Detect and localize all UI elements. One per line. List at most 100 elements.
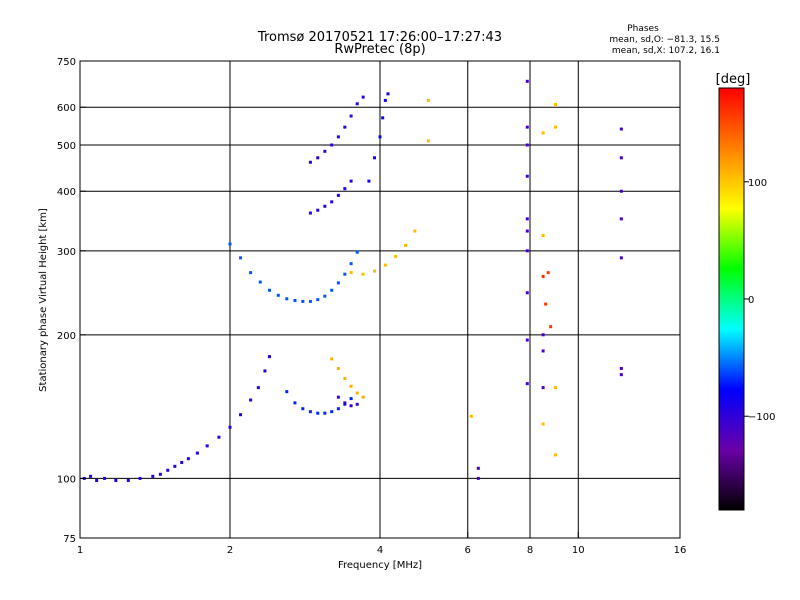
data-point [349,114,353,118]
data-point [361,395,365,399]
data-point [413,229,417,233]
data-point [228,242,232,246]
data-point [316,411,320,415]
data-point [355,102,359,106]
data-point [553,386,557,390]
data-points [82,79,623,482]
data-point [619,217,623,221]
data-point [308,160,312,164]
data-point [525,125,529,129]
data-point [549,325,553,329]
data-point [103,476,107,480]
data-point [367,179,371,183]
data-point [114,478,118,482]
data-point [166,468,170,472]
data-point [301,407,305,411]
phase-box-line2: mean, sd,X: 107.2, 16.1 [612,46,720,56]
data-point [263,369,267,373]
data-point [525,338,529,342]
data-point [336,193,340,197]
data-point [546,271,550,275]
data-point [525,382,529,386]
data-point [95,478,99,482]
data-point [426,98,430,102]
data-point [541,349,545,353]
data-point [267,288,271,292]
x-tick-label: 10 [572,545,585,556]
data-point [151,474,155,478]
data-point [541,234,545,238]
y-tick-label: 750 [57,57,76,68]
data-point [343,187,347,191]
data-point [544,302,548,306]
data-point [323,204,327,208]
data-point [541,422,545,426]
data-point [323,411,327,415]
x-tick-label: 2 [227,545,233,556]
data-point [541,333,545,337]
data-point [343,401,347,405]
data-point [525,143,529,147]
data-point [186,457,190,461]
data-point [217,435,221,439]
y-axis-label: Stationary phase Virtual Height [km] [38,208,49,392]
data-point [285,297,289,301]
data-point [553,453,557,457]
data-point [361,95,365,99]
data-point [316,208,320,212]
data-point [258,280,262,284]
y-tick-label: 500 [57,141,76,152]
data-point [343,125,347,129]
data-point [525,229,529,233]
data-point [349,384,353,388]
data-point [476,476,480,480]
data-point [308,410,312,414]
chart-title: Tromsø 20170521 17:26:00–17:27:43 [257,30,502,45]
phase-box-title: Phases [627,24,659,34]
x-tick-label: 6 [465,545,471,556]
data-point [541,131,545,135]
data-point [343,376,347,380]
data-point [403,243,407,247]
data-point [323,149,327,153]
data-point [158,472,162,476]
data-point [336,366,340,370]
colorbar-ticks: 100 0 −100 [744,178,775,423]
data-point [619,189,623,193]
data-point [349,271,353,275]
y-tick-label: 200 [57,331,76,342]
data-point [330,410,334,414]
data-point [373,156,377,160]
data-point [619,366,623,370]
data-point [476,466,480,470]
data-point [239,256,243,260]
data-point [349,404,353,408]
data-point [308,299,312,303]
data-point [553,102,557,106]
grid-lines [80,61,680,538]
y-tick-label: 75 [63,534,76,545]
data-point [426,139,430,143]
x-tick-label: 16 [674,545,687,556]
data-point [619,256,623,260]
y-tick-label: 300 [57,247,76,258]
data-point [336,407,340,411]
colorbar-tick-label: −100 [748,412,775,423]
data-point [195,451,199,455]
data-point [205,444,209,448]
data-point [293,299,297,303]
data-point [330,143,334,147]
data-point [316,156,320,160]
data-point [381,116,385,120]
phase-box-line1: mean, sd,O: −81.3, 15.5 [609,35,720,45]
colorbar [718,87,745,511]
data-point [239,413,243,417]
data-point [276,293,280,297]
data-point [89,474,93,478]
data-point [373,269,377,273]
colorbar-tick-label: 100 [748,178,767,189]
data-point [293,401,297,405]
data-point [378,135,382,139]
data-point [386,92,390,96]
data-point [173,464,177,468]
